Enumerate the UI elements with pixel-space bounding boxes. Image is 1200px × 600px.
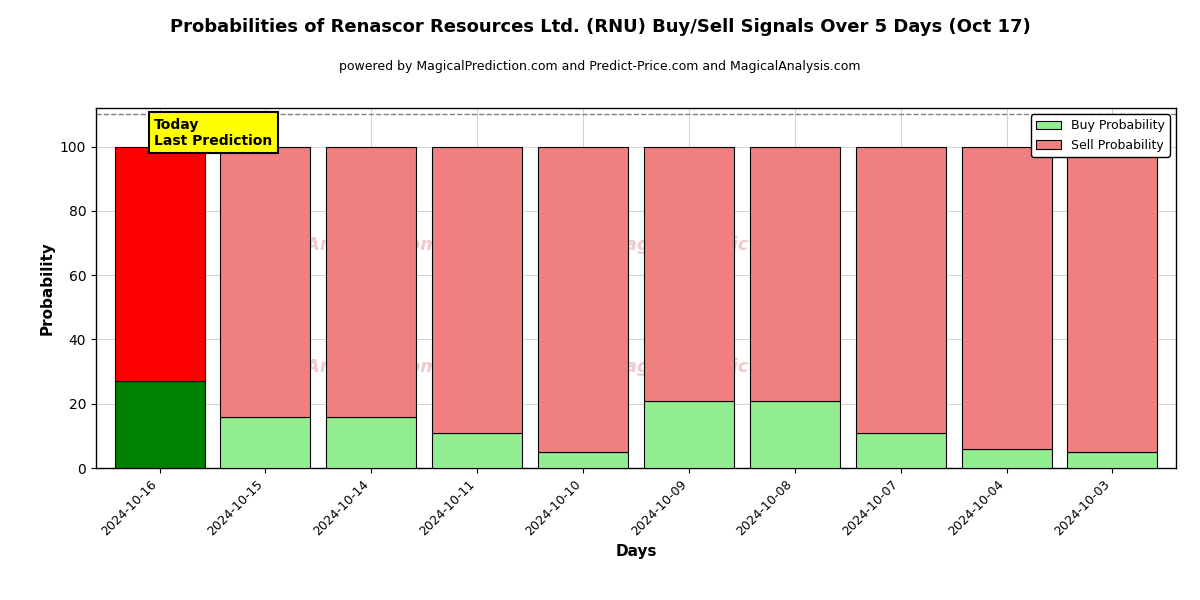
Bar [1068, 452, 1158, 468]
Bar [326, 146, 416, 416]
Bar [538, 452, 628, 468]
Bar [644, 401, 734, 468]
Bar [114, 146, 204, 381]
Text: MagicalPrediction.com: MagicalPrediction.com [607, 236, 838, 254]
Bar [326, 416, 416, 468]
Legend: Buy Probability, Sell Probability: Buy Probability, Sell Probability [1031, 114, 1170, 157]
Bar [961, 146, 1051, 449]
Bar [856, 433, 946, 468]
Text: MagicalAnalysis.com: MagicalAnalysis.com [228, 236, 439, 254]
Text: Probabilities of Renascor Resources Ltd. (RNU) Buy/Sell Signals Over 5 Days (Oct: Probabilities of Renascor Resources Ltd.… [169, 18, 1031, 36]
X-axis label: Days: Days [616, 544, 656, 559]
Bar [221, 416, 311, 468]
Bar [644, 146, 734, 401]
Y-axis label: Probability: Probability [40, 241, 54, 335]
Bar [432, 433, 522, 468]
Bar [750, 146, 840, 401]
Text: powered by MagicalPrediction.com and Predict-Price.com and MagicalAnalysis.com: powered by MagicalPrediction.com and Pre… [340, 60, 860, 73]
Bar [1068, 146, 1158, 452]
Bar [856, 146, 946, 433]
Bar [221, 146, 311, 416]
Bar [961, 449, 1051, 468]
Bar [750, 401, 840, 468]
Bar [432, 146, 522, 433]
Bar [114, 381, 204, 468]
Text: MagicalPrediction.com: MagicalPrediction.com [607, 358, 838, 376]
Text: MagicalAnalysis.com: MagicalAnalysis.com [228, 358, 439, 376]
Bar [538, 146, 628, 452]
Text: Today
Last Prediction: Today Last Prediction [155, 118, 272, 148]
